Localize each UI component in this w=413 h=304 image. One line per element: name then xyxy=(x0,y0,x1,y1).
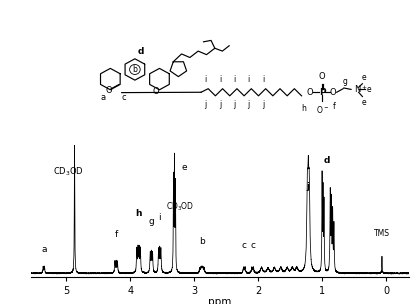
Text: i: i xyxy=(247,75,250,85)
Text: j: j xyxy=(204,100,206,109)
Text: j: j xyxy=(247,100,250,109)
Text: g: g xyxy=(342,77,347,86)
X-axis label: ppm: ppm xyxy=(208,297,232,304)
Text: i: i xyxy=(262,75,264,85)
Text: h: h xyxy=(301,104,306,113)
Text: e: e xyxy=(367,85,371,94)
Text: c: c xyxy=(250,241,255,250)
Text: a: a xyxy=(41,245,47,254)
Text: ·: · xyxy=(173,221,176,231)
Text: c: c xyxy=(121,93,126,102)
Text: f: f xyxy=(114,230,118,239)
Text: O: O xyxy=(306,88,313,97)
Text: b: b xyxy=(199,237,205,246)
Text: O: O xyxy=(152,87,159,95)
Text: N$^+$: N$^+$ xyxy=(354,84,368,95)
Text: i: i xyxy=(204,75,206,85)
Text: ·: · xyxy=(173,217,176,227)
Text: a: a xyxy=(101,93,106,102)
Text: O: O xyxy=(105,86,112,95)
Text: i: i xyxy=(159,213,161,222)
Text: P: P xyxy=(319,88,325,97)
Text: O: O xyxy=(330,88,337,97)
Text: O: O xyxy=(319,72,325,81)
Text: ·: · xyxy=(173,213,176,223)
Text: e: e xyxy=(182,163,188,172)
Text: d: d xyxy=(324,156,330,165)
Text: f: f xyxy=(332,102,335,111)
Text: CD$_3$OD: CD$_3$OD xyxy=(53,166,84,178)
Text: i: i xyxy=(233,75,235,85)
Text: CD$_3$OD: CD$_3$OD xyxy=(166,200,195,212)
Text: O$^-$: O$^-$ xyxy=(316,104,329,115)
Text: TMS: TMS xyxy=(374,229,390,238)
Text: j: j xyxy=(307,182,310,192)
Text: e: e xyxy=(362,73,366,81)
Text: j: j xyxy=(233,100,235,109)
Text: g: g xyxy=(149,217,154,226)
Text: c: c xyxy=(242,241,247,250)
Text: j: j xyxy=(262,100,264,109)
Text: j: j xyxy=(219,100,221,109)
Text: d: d xyxy=(138,47,144,56)
Text: b: b xyxy=(133,65,138,74)
Text: h: h xyxy=(135,209,142,218)
Text: e: e xyxy=(362,98,366,107)
Text: i: i xyxy=(219,75,221,85)
